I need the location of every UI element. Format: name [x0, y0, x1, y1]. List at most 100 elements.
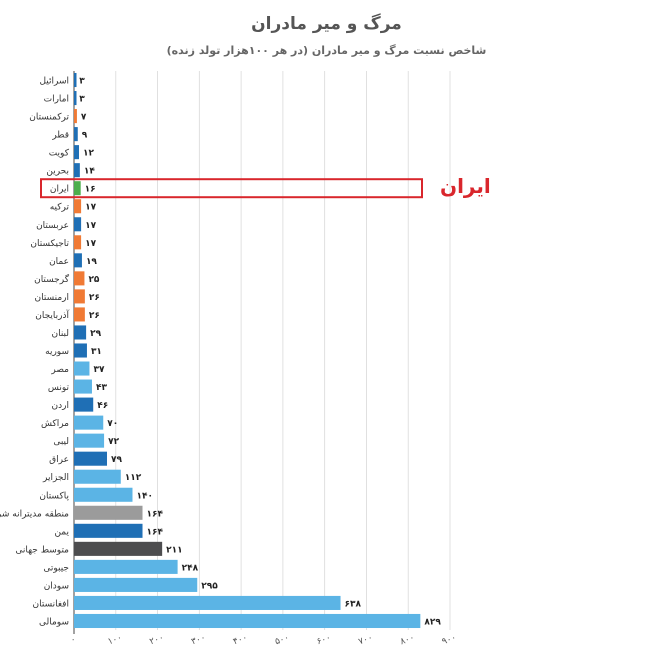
- chart-title: مرگ و میر مادران: [251, 14, 402, 34]
- category-label: عراق: [49, 455, 69, 465]
- value-label: ۳: [79, 95, 85, 105]
- category-label: گرجستان: [34, 273, 70, 285]
- category-label: ایران: [50, 185, 69, 195]
- x-tick-label: ۷۰۰: [357, 633, 374, 647]
- bar: [74, 415, 104, 430]
- category-label: اردن: [52, 401, 69, 411]
- bar: [74, 577, 198, 592]
- bar: [74, 379, 92, 394]
- value-label: ۷۰: [107, 419, 118, 429]
- value-label: ۱۹: [86, 257, 97, 267]
- bar: [74, 72, 77, 88]
- bar: [74, 271, 85, 286]
- value-label: ۱۷: [85, 221, 96, 231]
- bar: [74, 325, 87, 340]
- category-label: بحرین: [46, 167, 69, 177]
- value-label: ۱۲: [83, 149, 94, 159]
- bar: [74, 505, 143, 520]
- bar: [74, 289, 85, 304]
- bar: [74, 163, 80, 178]
- bar: [74, 181, 81, 196]
- bar: [74, 523, 143, 538]
- value-label: ۸۲۹: [424, 617, 441, 627]
- value-label: ۲۶: [89, 311, 100, 321]
- category-label: قطر: [51, 131, 69, 141]
- value-label: ۳۱: [91, 347, 102, 357]
- category-label: ترکمنستان: [29, 113, 69, 123]
- bar: [74, 307, 85, 322]
- x-tick-label: ۶۰۰: [315, 633, 332, 647]
- bar: [74, 217, 82, 232]
- value-label: ۲۱۱: [166, 545, 182, 555]
- category-label: افغانستان: [33, 599, 70, 609]
- category-label: تاجیکستان: [30, 239, 69, 249]
- category-label: عمان: [49, 257, 69, 267]
- bar: [74, 145, 80, 160]
- value-label: ۲۵: [88, 275, 99, 285]
- category-label: امارات: [44, 95, 69, 105]
- category-label: جیبوتی: [43, 563, 69, 573]
- category-label: آذربایجان: [35, 309, 69, 321]
- value-label: ۳۷: [93, 365, 104, 375]
- category-label: تونس: [48, 383, 70, 393]
- x-tick-label: ۹۰۰: [441, 633, 458, 647]
- value-label: ۲۴۸: [182, 563, 199, 573]
- value-label: ۱۱۲: [125, 473, 142, 483]
- x-tick-label: ۰: [69, 635, 77, 646]
- highlight-label: ایران: [440, 174, 491, 198]
- value-label: ۱۷: [85, 239, 96, 249]
- bar: [74, 343, 87, 358]
- x-tick-label: ۳۰۰: [190, 633, 207, 647]
- bar: [74, 127, 78, 142]
- bar: [74, 361, 90, 376]
- category-label: کویت: [49, 149, 70, 159]
- value-label: ۷۹: [111, 455, 122, 465]
- bar: [74, 199, 82, 214]
- category-label: سومالی: [39, 617, 69, 627]
- category-label: اسرائیل: [39, 77, 69, 87]
- bar: [74, 91, 77, 106]
- x-tick-label: ۴۰۰: [232, 633, 249, 647]
- category-label: منطقه مدیترانه شرقی: [0, 509, 69, 519]
- x-tick-label: ۵۰۰: [274, 633, 291, 647]
- bar: [74, 397, 94, 412]
- category-label: مراکش: [41, 419, 69, 429]
- category-label: عربستان: [36, 221, 69, 231]
- value-label: ۴۳: [96, 383, 107, 393]
- bar: [74, 433, 105, 448]
- value-label: ۱۶۴: [147, 509, 164, 519]
- value-label: ۱۴: [84, 167, 95, 177]
- value-label: ۲۹: [90, 329, 101, 339]
- value-label: ۲۹۵: [201, 581, 218, 591]
- category-label: لبنان: [51, 329, 69, 339]
- category-label: ترکیه: [50, 203, 70, 213]
- value-label: ۱۷: [85, 203, 96, 213]
- value-label: ۱۶: [85, 185, 96, 195]
- value-label: ۴۶: [97, 401, 108, 411]
- highlight-box: [40, 178, 423, 199]
- x-tick-label: ۱۰۰: [107, 633, 124, 647]
- category-label: سودان: [44, 581, 69, 591]
- x-tick-label: ۲۰۰: [148, 633, 165, 647]
- bar: [74, 613, 421, 629]
- bar: [74, 469, 121, 484]
- category-label: لیبی: [53, 437, 69, 447]
- bar: [74, 487, 133, 502]
- value-label: ۷: [81, 113, 87, 123]
- category-label: الجزایر: [42, 473, 69, 483]
- bar: [74, 541, 163, 556]
- chart-subtitle: شاخص نسبت مرگ و میر مادران (در هر ۱۰۰هزا…: [166, 44, 487, 57]
- value-label: ۶۳۸: [345, 599, 362, 609]
- bar: [74, 595, 341, 610]
- value-label: ۳: [79, 77, 85, 87]
- category-label: مصر: [50, 365, 69, 375]
- value-label: ۲۶: [89, 293, 100, 303]
- bar: [74, 559, 178, 574]
- category-label: یمن: [54, 527, 69, 537]
- bar: [74, 109, 77, 124]
- value-label: ۹: [82, 131, 88, 141]
- value-label: ۱۶۴: [147, 527, 164, 537]
- category-label: متوسط جهانی: [15, 545, 69, 555]
- bar: [74, 253, 82, 268]
